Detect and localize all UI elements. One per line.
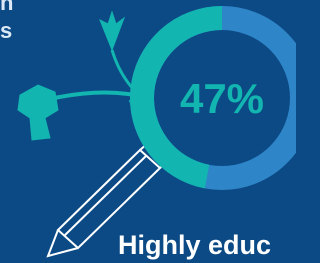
heading: Highly educ	[118, 230, 271, 260]
value-label: 47%	[180, 75, 264, 122]
page: n s Highly educ 47% (() => { const data …	[0, 0, 320, 263]
infographic: n s Highly educ 47%	[0, 0, 296, 263]
cut-text: n	[0, 0, 13, 15]
cut-text: s	[0, 18, 12, 43]
